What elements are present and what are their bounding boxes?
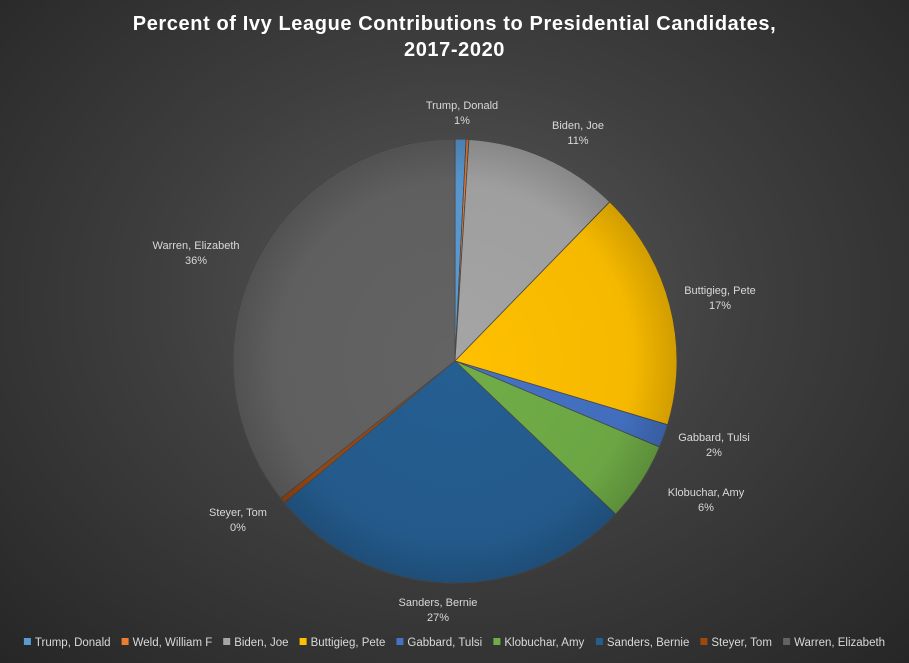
- legend-swatch-sanders-bernie: [595, 638, 603, 645]
- data-label-pct-klobuchar-amy: 6%: [698, 502, 714, 514]
- data-label-name-buttigieg-pete: Buttigieg, Pete: [684, 285, 756, 297]
- data-label-name-biden-joe: Biden, Joe: [552, 120, 604, 132]
- legend-label-trump-donald: Trump, Donald: [35, 637, 111, 649]
- legend-swatch-buttigieg-pete: [299, 638, 307, 645]
- data-label-pct-sanders-bernie: 27%: [427, 612, 449, 624]
- legend-swatch-biden-joe: [223, 638, 231, 645]
- legend-swatch-warren-elizabeth: [783, 638, 791, 645]
- legend-label-steyer-tom: Steyer, Tom: [711, 637, 772, 649]
- chart-title-line-2: 2017-2020: [404, 39, 505, 61]
- legend-swatch-steyer-tom: [700, 638, 708, 645]
- legend-label-buttigieg-pete: Buttigieg, Pete: [311, 637, 386, 649]
- data-label-pct-gabbard-tulsi: 2%: [706, 447, 722, 459]
- data-label-pct-steyer-tom: 0%: [230, 522, 246, 534]
- legend-label-weld-william-f: Weld, William F: [133, 637, 213, 649]
- pie-slices: [232, 138, 678, 584]
- data-label-name-trump-donald: Trump, Donald: [426, 100, 498, 112]
- legend-label-klobuchar-amy: Klobuchar, Amy: [504, 637, 584, 649]
- chart-title-line-1: Percent of Ivy League Contributions to P…: [133, 13, 776, 35]
- data-label-pct-warren-elizabeth: 36%: [185, 255, 207, 267]
- legend-label-sanders-bernie: Sanders, Bernie: [607, 637, 689, 649]
- data-labels: Trump, Donald 1% Biden, Joe 11% Buttigieg, P…: [152, 100, 755, 624]
- data-label-pct-trump-donald: 1%: [454, 115, 470, 127]
- legend-label-warren-elizabeth: Warren, Elizabeth: [794, 637, 885, 649]
- data-label-name-steyer-tom: Steyer, Tom: [209, 507, 267, 519]
- data-label-name-gabbard-tulsi: Gabbard, Tulsi: [678, 432, 750, 444]
- legend-label-gabbard-tulsi: Gabbard, Tulsi: [407, 637, 482, 649]
- legend-swatch-trump-donald: [23, 638, 31, 645]
- legend-swatch-weld-william-f: [121, 638, 129, 645]
- legend-swatch-klobuchar-amy: [493, 638, 501, 645]
- legend: Trump, Donald Weld, William F Biden, Joe Bu…: [23, 637, 885, 649]
- data-label-pct-buttigieg-pete: 17%: [709, 300, 731, 312]
- legend-swatch-gabbard-tulsi: [396, 638, 404, 645]
- legend-label-biden-joe: Biden, Joe: [234, 637, 288, 649]
- data-label-name-warren-elizabeth: Warren, Elizabeth: [152, 240, 239, 252]
- data-label-name-klobuchar-amy: Klobuchar, Amy: [668, 487, 745, 499]
- data-label-pct-biden-joe: 11%: [567, 135, 588, 147]
- data-label-name-sanders-bernie: Sanders, Bernie: [399, 597, 478, 609]
